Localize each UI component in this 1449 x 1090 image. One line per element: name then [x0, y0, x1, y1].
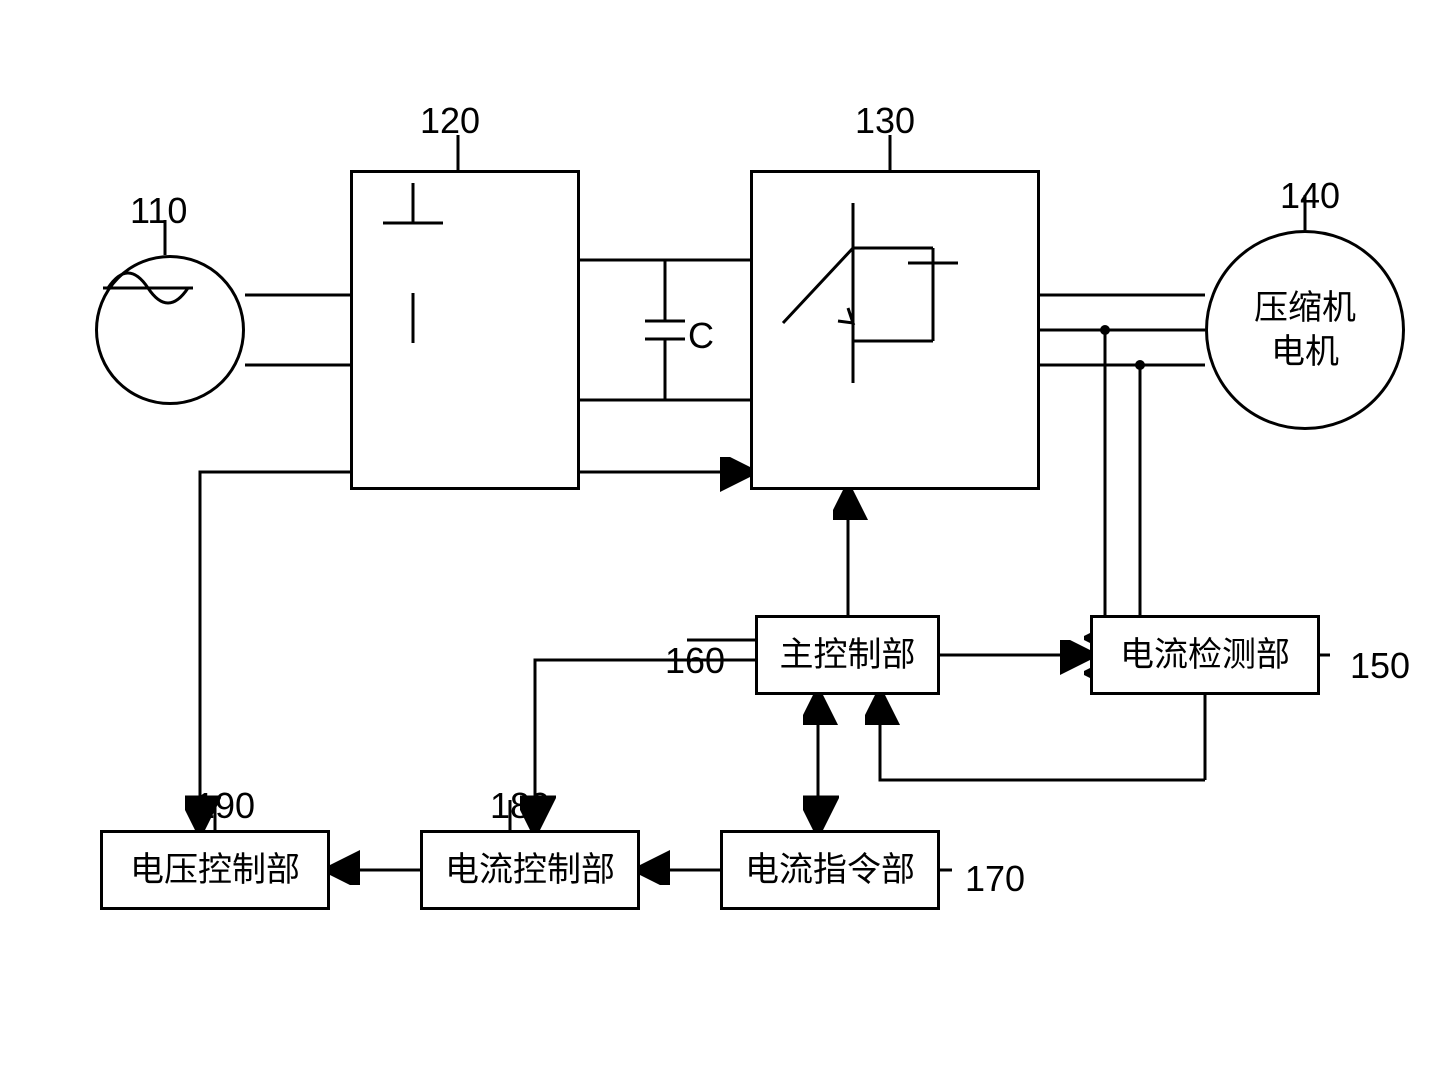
current-detect-label: 电流检测部 [1120, 633, 1290, 677]
junction-dot [1100, 325, 1110, 335]
edge [1090, 330, 1105, 638]
diode-icon [353, 173, 473, 353]
edge [200, 472, 350, 830]
label-180: 180 [490, 785, 550, 827]
edge [535, 660, 755, 830]
label-170: 170 [965, 858, 1025, 900]
label-190: 190 [195, 785, 255, 827]
current-detect-node: 电流检测部 [1090, 615, 1320, 695]
voltage-ctrl-label: 电压控制部 [130, 848, 300, 892]
voltage-ctrl-node: 电压控制部 [100, 830, 330, 910]
label-120: 120 [420, 100, 480, 142]
source-node [95, 255, 245, 405]
label-130: 130 [855, 100, 915, 142]
main-control-label: 主控制部 [780, 633, 916, 677]
main-control-node: 主控制部 [755, 615, 940, 695]
junction-dot [1135, 360, 1145, 370]
diagram-canvas [0, 0, 1449, 1090]
label-140: 140 [1280, 175, 1340, 217]
motor-label: 压缩机电机 [1254, 286, 1356, 374]
igbt-icon [753, 173, 993, 413]
edge [880, 695, 1205, 780]
current-ctrl-label: 电流控制部 [445, 848, 615, 892]
rectifier-node [350, 170, 580, 490]
label-110: 110 [130, 190, 187, 232]
label-160: 160 [665, 640, 725, 682]
sine-icon [98, 258, 198, 318]
current-cmd-node: 电流指令部 [720, 830, 940, 910]
current-cmd-label: 电流指令部 [745, 848, 915, 892]
label-capacitor: C [688, 315, 714, 357]
current-ctrl-node: 电流控制部 [420, 830, 640, 910]
motor-node: 压缩机电机 [1205, 230, 1405, 430]
inverter-node [750, 170, 1040, 490]
label-150: 150 [1350, 645, 1410, 687]
